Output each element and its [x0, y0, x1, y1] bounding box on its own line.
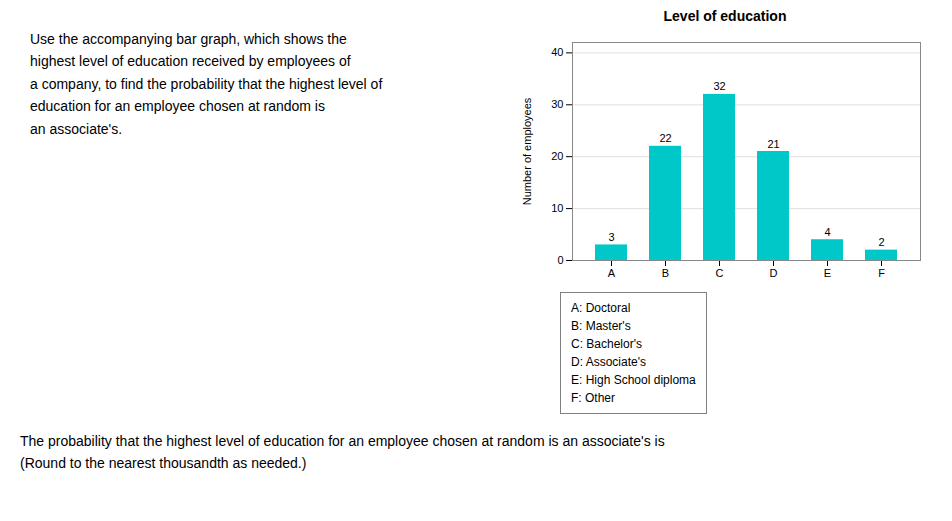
html-text:Use the accompanying bar graph: Use the accompanying bar graph, which sh… [30, 31, 347, 47]
html-text:D: Associate's: D: Associate's [571, 355, 646, 369]
html-text:The probability that the highe: The probability that the highest level o… [20, 433, 665, 449]
svg-text:D: D [770, 267, 778, 279]
svg-text:0: 0 [557, 254, 563, 266]
svg-text:Number of employees: Number of employees [521, 97, 533, 205]
html-text:a company, to find the probabi: a company, to find the probability that … [30, 75, 383, 92]
svg-text:4: 4 [824, 226, 830, 238]
svg-text:F: F [878, 267, 885, 279]
html-text:E: High School diploma: E: High School diploma [571, 373, 696, 387]
html-text:(Round to the nearest thousand: (Round to the nearest thousandth as need… [20, 455, 307, 472]
svg-text:E: E [824, 267, 831, 279]
svg-text:B: B [662, 267, 669, 279]
html-text:A: Doctoral: A: Doctoral [571, 301, 631, 315]
html-text:B: Master's: B: Master's [571, 319, 631, 333]
svg-text:10: 10 [551, 202, 563, 214]
svg-text:C: C [716, 267, 724, 279]
svg-text:32: 32 [713, 80, 725, 92]
svg-text:22: 22 [659, 132, 671, 144]
html-text:highest level of education rec: highest level of education received by e… [30, 53, 351, 70]
svg-text:30: 30 [551, 98, 563, 110]
svg-text:40: 40 [551, 46, 563, 58]
html-text:F: Other: F: Other [571, 391, 615, 405]
html-text:an associate's.: an associate's. [30, 120, 123, 137]
svg-text:3: 3 [608, 231, 614, 243]
svg-text:20: 20 [551, 150, 563, 162]
svg-text:21: 21 [767, 138, 779, 150]
svg-text:2: 2 [878, 236, 884, 248]
svg-text:A: A [608, 267, 616, 279]
html-text:Level of education: Level of education [663, 8, 787, 24]
html-text:C: Bachelor's: C: Bachelor's [571, 337, 642, 351]
html-text:education for an employee chos: education for an employee chosen at rand… [30, 98, 325, 115]
